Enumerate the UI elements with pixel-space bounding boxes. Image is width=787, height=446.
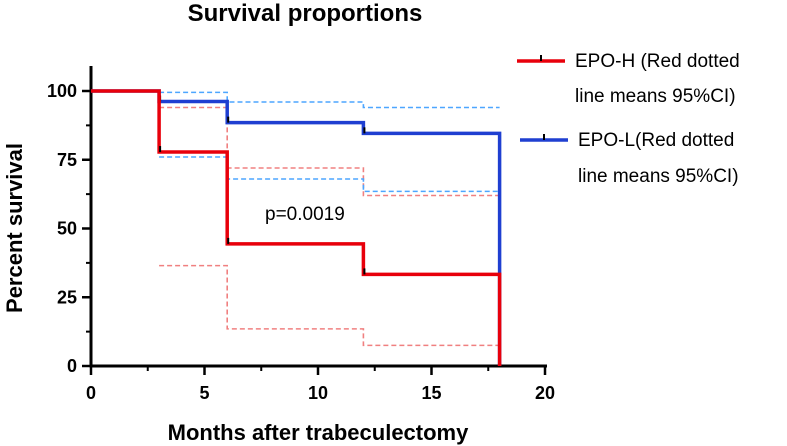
curve-epo-l <box>91 89 502 366</box>
x-tick-label-5: 5 <box>199 383 209 403</box>
x-tick-label-15: 15 <box>421 383 441 403</box>
ci-upper-epo-l <box>159 91 500 109</box>
chart-title: Survival proportions <box>188 0 423 27</box>
confidence-intervals <box>159 91 500 347</box>
ci-lower-epo-h <box>159 264 500 347</box>
x-tick-label-20: 20 <box>535 383 555 403</box>
y-tick-label-75: 75 <box>57 150 77 170</box>
ci-lower-epo-l <box>159 156 500 193</box>
legend-item-epo-l: EPO-L(Red dotted line means 95%CI) <box>520 130 739 187</box>
legend-label-epo-l-line1: EPO-L(Red dotted <box>578 130 734 151</box>
legend-item-epo-h: EPO-H (Red dotted line means 95%CI) <box>517 51 740 107</box>
x-tick-label-0: 0 <box>86 383 96 403</box>
ticks: 0 5 10 15 20 0 25 50 75 100 <box>47 81 555 403</box>
legend-label-epo-h-line2: line means 95%CI) <box>575 86 736 107</box>
x-tick-label-10: 10 <box>308 383 328 403</box>
ci-upper-epo-h <box>159 106 500 197</box>
x-axis-label: Months after trabeculectomy <box>168 420 469 445</box>
legend-label-epo-l-line2: line means 95%CI) <box>578 166 739 187</box>
survival-curves <box>91 89 502 366</box>
y-tick-label-100: 100 <box>47 81 77 101</box>
y-axis-label: Percent survival <box>2 143 27 313</box>
legend-label-epo-h-line1: EPO-H (Red dotted <box>575 51 740 72</box>
y-tick-label-25: 25 <box>57 287 77 307</box>
y-tick-label-0: 0 <box>67 356 77 376</box>
y-tick-label-50: 50 <box>57 219 77 239</box>
p-value-annotation: p=0.0019 <box>265 204 345 225</box>
legend: EPO-H (Red dotted line means 95%CI) EPO-… <box>517 51 740 187</box>
